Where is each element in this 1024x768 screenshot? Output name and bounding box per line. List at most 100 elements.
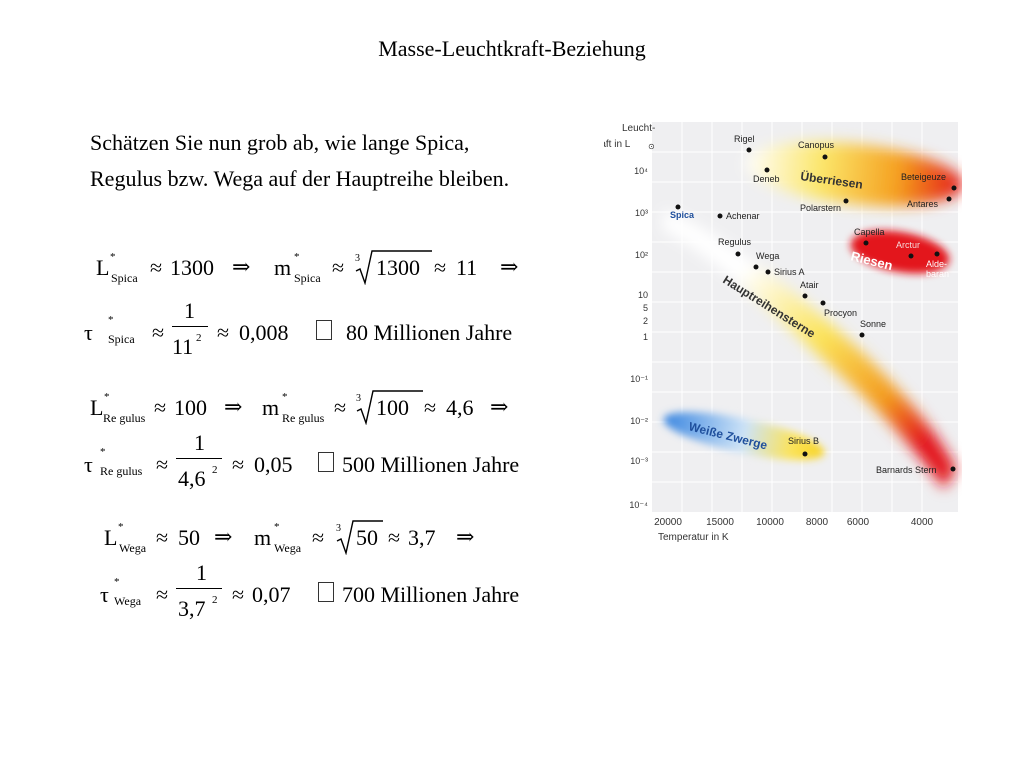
symbol-tau: τ <box>100 582 109 607</box>
y-tick-label: 10² <box>635 250 648 260</box>
star-label-sirius-b: Sirius B <box>788 436 819 446</box>
yaxis-title-line1: Leucht- <box>622 123 655 134</box>
regulus-luminosity-equation: L * Re gulus ≈ 100 ⇒ m * Re gulus ≈ 3 10… <box>90 390 530 435</box>
tau-value: 0,008 <box>239 320 289 345</box>
approx-symbol: ≈ <box>152 320 165 345</box>
x-tick-label: 8000 <box>806 517 829 528</box>
y-tick-label: 10³ <box>635 208 648 218</box>
star-dot-sirius-b <box>802 451 808 457</box>
implies-symbol: ⇒ <box>490 394 509 419</box>
regulus-lifetime-equation: τ * Re gulus ≈ 1 4,6 2 ≈ 0,05 500 Millio… <box>84 430 554 496</box>
fraction-exponent: 2 <box>196 332 202 344</box>
star-label-achenar: Achenar <box>726 211 760 221</box>
star-label-polarstern: Polarstern <box>800 203 841 213</box>
subscript-spica: Spica <box>108 332 135 346</box>
star-label-spica: Spica <box>670 210 695 220</box>
star-dot-antares <box>946 196 952 202</box>
star-label-deneb: Deneb <box>753 174 780 184</box>
symbol-tau: τ <box>84 452 93 477</box>
star-dot-sirius-a <box>765 269 771 275</box>
yaxis-title-line2: kraft in L <box>604 139 631 150</box>
cube-root-arg: 1300 <box>376 255 420 280</box>
fraction-line <box>176 588 222 589</box>
implies-symbol: ⇒ <box>214 524 233 549</box>
spica-luminosity-equation: L * Spica ≈ 1300 ⇒ m * Spica ≈ 3 1300 ≈ … <box>96 250 536 295</box>
m-value: 3,7 <box>408 525 436 550</box>
subscript-regulus: Re gulus <box>103 411 146 425</box>
implies-symbol: ⇒ <box>232 254 251 279</box>
unknown-glyph <box>318 452 334 472</box>
x-tick-label: 6000 <box>847 517 870 528</box>
cube-root-arg: 100 <box>376 395 409 420</box>
star-label-sonne: Sonne <box>860 319 886 329</box>
star-label-arctur: Arctur <box>896 240 920 250</box>
approx-symbol: ≈ <box>232 452 245 477</box>
subscript-regulus: Re gulus <box>282 411 325 425</box>
star-label-wega: Wega <box>756 251 779 261</box>
approx-symbol: ≈ <box>154 395 167 420</box>
approx-symbol: ≈ <box>150 255 163 280</box>
approx-symbol: ≈ <box>434 255 447 280</box>
tau-value: 0,05 <box>254 452 293 477</box>
star-label-aldebaran-2: baran <box>926 269 949 279</box>
approx-symbol: ≈ <box>156 525 169 550</box>
fraction-line <box>176 458 222 459</box>
intro-line-2: Regulus bzw. Wega auf der Hauptreihe ble… <box>90 166 510 191</box>
slide-title: Masse-Leuchtkraft-Beziehung <box>378 36 646 61</box>
star-markers <box>675 147 957 472</box>
tau-value: 0,07 <box>252 582 291 607</box>
star-labels: Rigel Canopus Deneb Beteigeuze Antares P… <box>670 134 949 475</box>
fraction-numerator: 1 <box>184 298 195 323</box>
star-dot-capella <box>863 240 869 246</box>
x-tick-label: 20000 <box>654 517 682 528</box>
fraction-line <box>172 326 208 327</box>
star-dot-regulus <box>735 251 741 257</box>
intro-line-1: Schätzen Sie nun grob ab, wie lange Spic… <box>90 130 470 155</box>
fraction-numerator: 1 <box>194 430 205 455</box>
cube-root-index: 3 <box>356 393 361 404</box>
approx-symbol: ≈ <box>332 255 345 280</box>
star-dot-deneb <box>764 167 770 173</box>
implies-symbol: ⇒ <box>456 524 475 549</box>
y-tick-label: 10 <box>638 290 648 300</box>
white-dwarfs-region <box>663 412 825 460</box>
x-tick-label: 10000 <box>756 517 784 528</box>
star-dot-wega <box>753 264 759 270</box>
star-dot-barnards <box>950 466 956 472</box>
star-label-regulus: Regulus <box>718 237 752 247</box>
x-tick-labels: 20000 15000 10000 8000 6000 4000 <box>654 517 933 528</box>
star-superscript: * <box>104 391 110 403</box>
implies-symbol: ⇒ <box>224 394 243 419</box>
cube-root-arg: 50 <box>356 525 378 550</box>
x-tick-label: 4000 <box>911 517 934 528</box>
star-superscript: * <box>118 521 124 533</box>
fraction-denominator: 4,6 <box>178 466 206 491</box>
unknown-glyph <box>318 582 334 602</box>
star-label-atair: Atair <box>800 280 819 290</box>
approx-symbol: ≈ <box>388 525 401 550</box>
fraction-denominator: 3,7 <box>178 596 206 621</box>
fraction-denominator: 11 <box>172 334 194 359</box>
cube-root-index: 3 <box>336 523 341 534</box>
unknown-glyph <box>316 320 332 340</box>
subscript-wega: Wega <box>274 541 302 555</box>
star-dot-atair <box>802 293 808 299</box>
symbol-L: L <box>104 525 118 550</box>
lifetime-result: 700 Millionen Jahre <box>342 582 520 607</box>
symbol-L: L <box>90 395 104 420</box>
star-superscript: * <box>294 251 300 263</box>
fraction-exponent: 2 <box>212 594 218 606</box>
intro-text: Schätzen Sie nun grob ab, wie lange Spic… <box>90 125 509 197</box>
star-label-barnards: Barnards Stern <box>876 465 937 475</box>
star-label-betelgeuze: Beteigeuze <box>901 172 946 182</box>
lifetime-result: 500 Millionen Jahre <box>342 452 520 477</box>
L-value: 50 <box>178 525 200 550</box>
star-superscript: * <box>110 251 116 263</box>
subscript-spica: Spica <box>111 271 138 285</box>
L-value: 1300 <box>170 255 214 280</box>
star-dot-rigel <box>746 147 752 153</box>
symbol-m: m <box>254 525 272 550</box>
x-tick-label: 15000 <box>706 517 734 528</box>
star-dot-aldebaran <box>934 251 940 257</box>
implies-symbol: ⇒ <box>500 254 519 279</box>
